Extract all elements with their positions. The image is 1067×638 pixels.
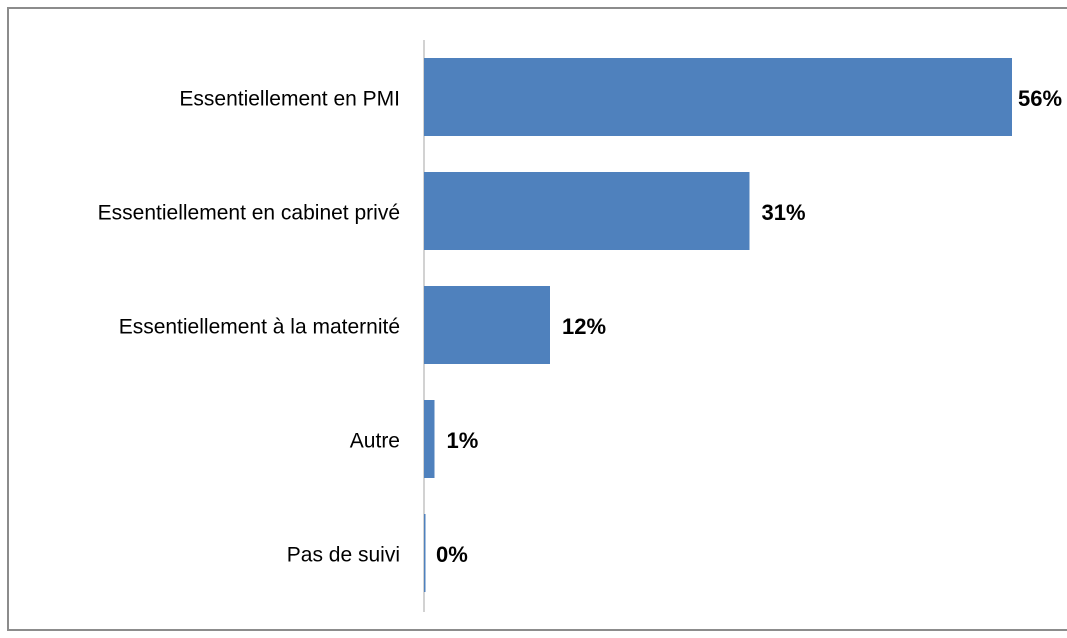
category-label: Essentiellement en cabinet privé [98, 202, 400, 225]
bar [424, 514, 426, 592]
value-label: 31% [762, 200, 806, 225]
bar [424, 400, 435, 478]
value-label: 0% [436, 542, 468, 567]
bar [424, 58, 1012, 136]
bar [424, 172, 750, 250]
category-label: Essentiellement à la maternité [119, 316, 400, 339]
category-label: Essentiellement en PMI [179, 88, 400, 111]
category-label: Autre [350, 430, 400, 453]
category-label: Pas de suivi [287, 544, 400, 567]
bar [424, 286, 550, 364]
value-label: 12% [562, 314, 606, 339]
value-label: 1% [447, 428, 479, 453]
value-label: 56% [1018, 86, 1062, 111]
